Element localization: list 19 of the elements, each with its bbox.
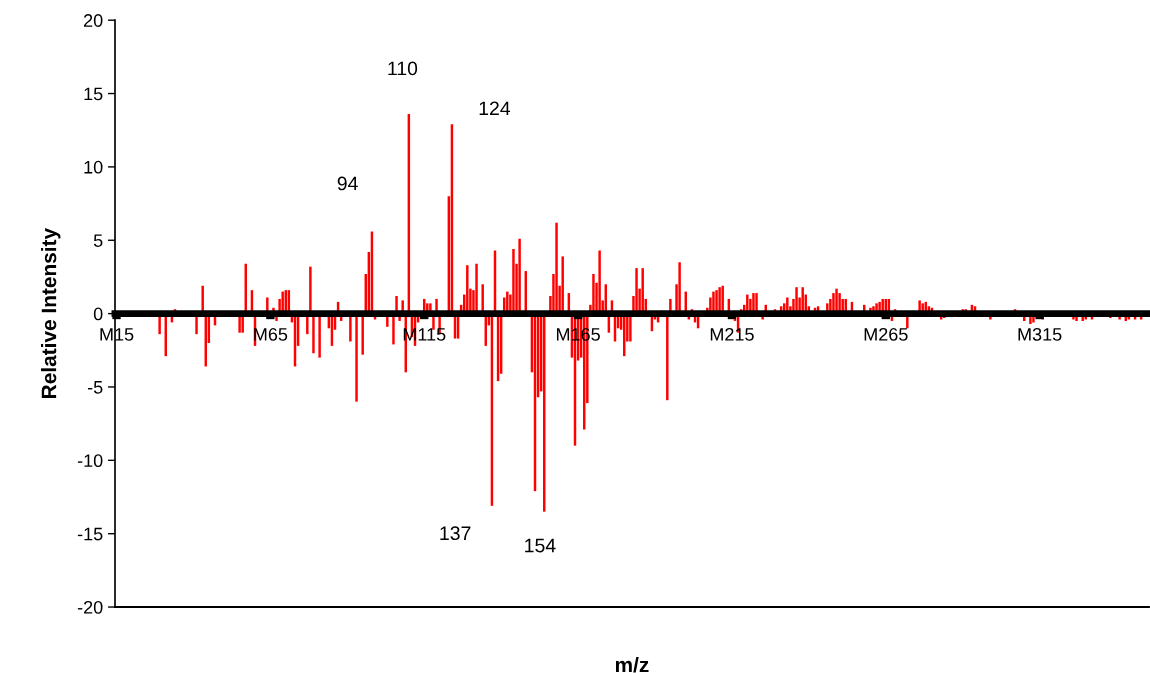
y-axis-title: Relative Intensity (41, 228, 61, 398)
annotation: 124 (479, 101, 511, 116)
x-tick-label: M265 (864, 327, 908, 341)
x-tick-label: M215 (710, 327, 754, 341)
annotation: 154 (525, 538, 556, 553)
y-tick-label: -10 (77, 454, 103, 468)
y-tick-label: -15 (77, 527, 103, 541)
y-tick-label: 20 (84, 14, 103, 27)
y-tick-label: 10 (84, 160, 103, 174)
x-axis-title: m/z (615, 656, 649, 673)
y-tick-label: 0 (93, 307, 103, 321)
y-tick-label: 15 (84, 87, 103, 101)
annotation: 137 (440, 526, 471, 541)
y-tick-label: 5 (93, 234, 103, 247)
y-tick-label: -20 (77, 600, 103, 614)
x-tick-label: M315 (1018, 327, 1062, 341)
y-tick-label: -5 (87, 381, 103, 394)
annotation: 110 (388, 61, 418, 76)
annotation: 94 (337, 176, 358, 191)
